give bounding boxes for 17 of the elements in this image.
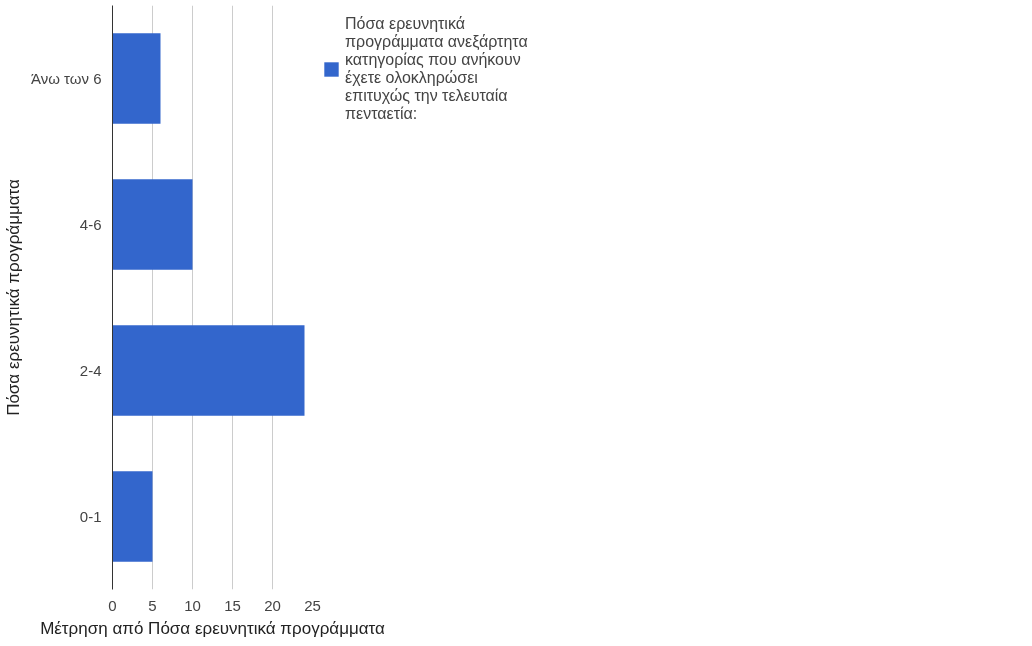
bar [112, 471, 153, 562]
x-tick-label: 25 [304, 596, 321, 614]
y-axis-title: Πόσα ερευνητικά προγράμματα [3, 178, 23, 416]
x-tick-label: 0 [108, 596, 117, 614]
bar [112, 179, 193, 270]
bar [112, 33, 161, 124]
x-tick-label: 5 [148, 596, 157, 614]
bar [112, 325, 305, 416]
x-tick-label: 10 [184, 596, 201, 614]
x-tick-label: 15 [224, 596, 241, 614]
y-tick-label: 4-6 [79, 216, 102, 233]
y-tick-label: Άνω των 6 [30, 70, 102, 87]
x-tick-label: 20 [264, 596, 281, 614]
x-axis-title: Μέτρηση από Πόσα ερευνητικά προγράμματα [40, 618, 386, 638]
y-tick-label: 0-1 [79, 508, 102, 525]
y-tick-label: 2-4 [79, 362, 102, 379]
legend-label: Πόσα ερευνητικά προγράμματα ανεξάρτητα κατηγορίας που ανήκουν έχετε ολοκληρώσει επιτυχώς την τελευταία πενταετία: [345, 15, 528, 123]
